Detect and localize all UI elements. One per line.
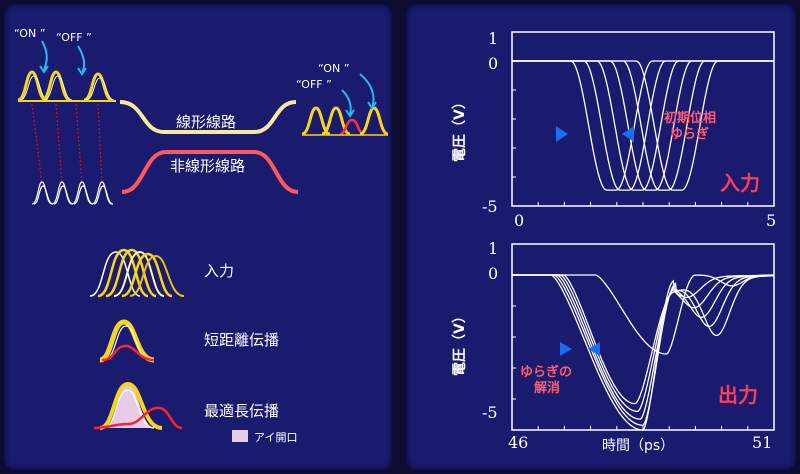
top-chart-ticks (511, 31, 775, 207)
top-x-tick-left: 0 (514, 211, 524, 230)
legend-optimal-glyph (93, 381, 183, 430)
right-panel: 1 0 -5 0 5 電圧（V） 初期位相 ゆらぎ 入力 1 0 -5 46 5… (406, 4, 796, 470)
left-panel: “ON ” “OFF ” 線形線路 非線形線路 “ON ” “OFF ” (4, 4, 392, 470)
bottom-annotation-line2: 解消 (533, 380, 560, 396)
bottom-y-tick-zero: 0 (488, 264, 498, 283)
legend-input-glyph (89, 248, 185, 298)
legend-optimal-label: 最適長伝播 (204, 402, 279, 420)
nonlinear-line-label: 非線形線路 (170, 157, 245, 175)
bottom-chart-traces (512, 274, 774, 431)
top-annotation-line2: ゆらぎ (670, 126, 709, 142)
legend-input-label: 入力 (204, 262, 234, 280)
bottom-x-tick-right: 51 (752, 433, 772, 452)
cyan-arrow (41, 40, 48, 71)
top-corner-label: 入力 (720, 171, 760, 195)
on-label-right: “ON ” (318, 62, 349, 75)
top-y-tick-zero: 0 (488, 54, 498, 73)
top-annotation-line1: 初期位相 (664, 110, 716, 126)
eye-opening-label: アイ開口 (254, 431, 297, 444)
cyan-arrow (359, 73, 375, 109)
input-pulse-train (17, 70, 116, 102)
cyan-arrow (341, 89, 352, 117)
linear-line (119, 100, 297, 134)
legend-short-glyph (99, 319, 155, 363)
input-pulse-trace (512, 60, 774, 191)
bottom-y-tick-bottom: -5 (482, 403, 498, 422)
on-label-left: “ON ” (14, 27, 45, 40)
top-x-tick-right: 5 (766, 211, 776, 230)
off-label-right: “OFF ” (296, 78, 332, 91)
legend-short-label: 短距離伝播 (204, 331, 279, 349)
bottom-y-tick-top: 1 (488, 239, 498, 258)
bottom-annotation-line1: ゆらぎの (520, 364, 572, 380)
waveform-charts: 1 0 -5 0 5 電圧（V） 初期位相 ゆらぎ 入力 1 0 -5 46 5… (451, 29, 776, 454)
top-y-axis-label: 電圧（V） (451, 95, 468, 162)
schematic-diagram: “ON ” “OFF ” 線形線路 非線形線路 “ON ” “OFF ” (14, 27, 389, 444)
bottom-x-tick-left: 46 (508, 433, 528, 452)
bottom-left-arrow (588, 342, 632, 356)
nonlinear-line (121, 150, 299, 194)
bottom-x-axis-label: 時間（ps） (602, 438, 674, 454)
top-y-tick-top: 1 (488, 29, 498, 48)
top-right-arrow (544, 126, 568, 142)
top-y-tick-bottom: -5 (482, 197, 498, 216)
bottom-y-axis-label: 電圧（V） (451, 309, 468, 376)
bottom-right-arrow (532, 342, 572, 356)
top-chart-traces (512, 60, 774, 191)
output-pulse-trace (512, 274, 774, 355)
clock-pulse-train (31, 181, 114, 205)
off-label-left: “OFF ” (56, 31, 92, 44)
output-pulse-trace (512, 274, 774, 427)
bottom-corner-label: 出力 (718, 383, 758, 407)
output-pulse-train (301, 106, 389, 136)
output-pulse-trace (512, 274, 774, 431)
top-left-arrow (622, 126, 658, 142)
linear-line-label: 線形線路 (176, 113, 236, 131)
eye-opening-swatch (232, 430, 248, 442)
timing-guides (31, 103, 103, 185)
